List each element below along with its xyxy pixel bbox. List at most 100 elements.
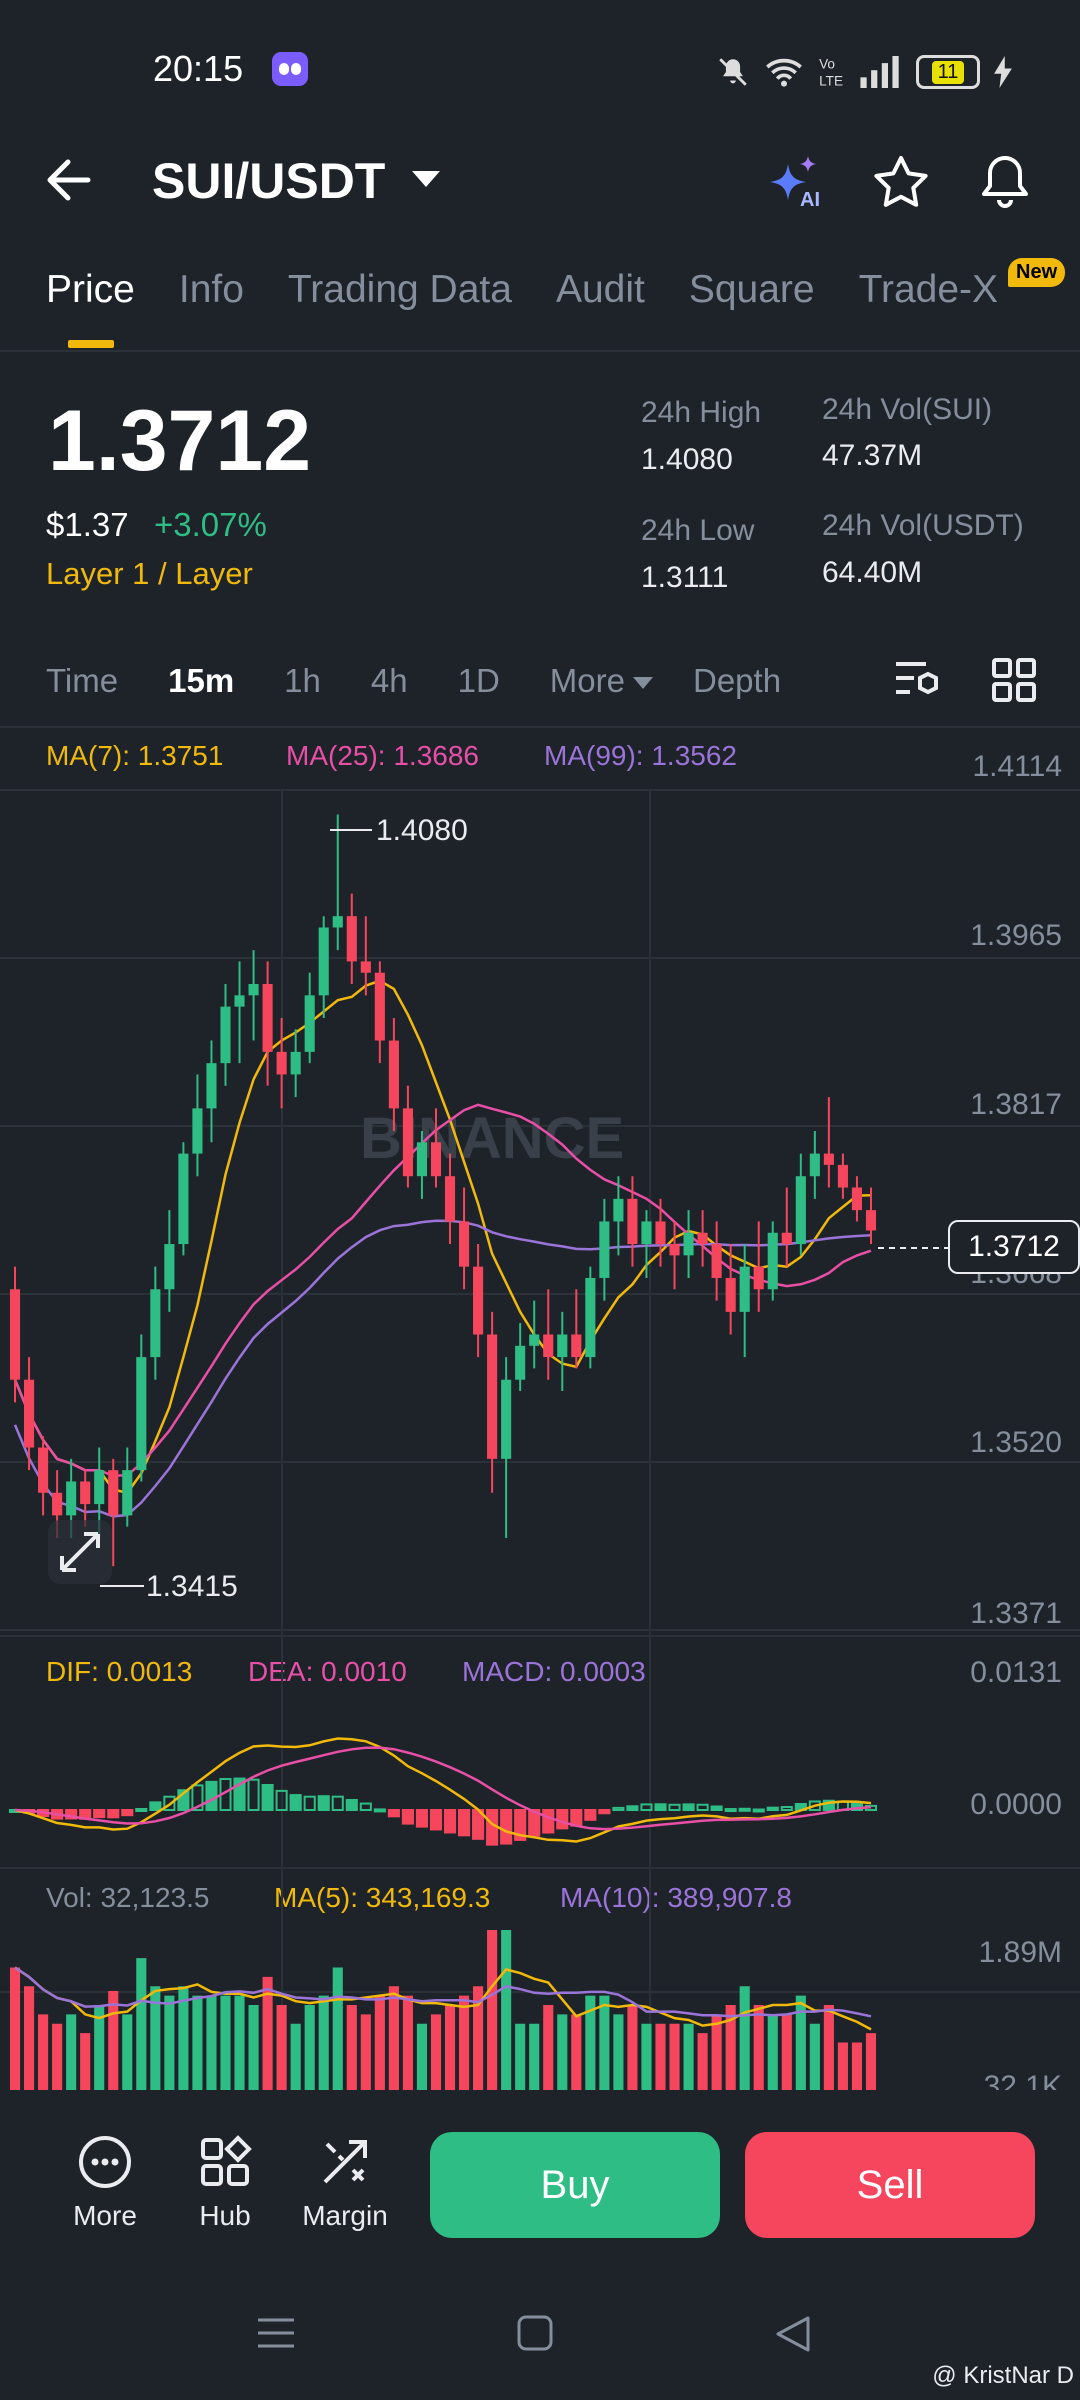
candle-body (66, 1481, 77, 1516)
favorite-star-icon[interactable] (868, 150, 934, 216)
tf-1h[interactable]: 1h (284, 662, 321, 699)
candles (9, 814, 877, 1567)
volume-bar (262, 1976, 273, 2100)
dif-line (14, 1737, 872, 1843)
nav-back-icon[interactable] (774, 2314, 812, 2354)
volume-bar (304, 2005, 315, 2100)
volume-readout: Vol: 32,123.5 (46, 1882, 210, 1913)
volume-bar (823, 2005, 834, 2100)
margin-button[interactable]: Margin (290, 2134, 400, 2232)
axis-tick: 1.3520 (970, 1426, 1062, 1459)
volume-bar (108, 1990, 119, 2100)
price-chart[interactable]: BINANCE 1.4114 1.3965 1.3817 1.3668 1.35… (0, 730, 1080, 2100)
back-arrow-icon[interactable] (40, 150, 110, 210)
candle-body (487, 1334, 498, 1459)
macd-bar (373, 1808, 386, 1813)
macd-bar (415, 1809, 429, 1828)
app-notification-icon (272, 52, 308, 86)
candle-body (571, 1334, 582, 1358)
volume-bar (430, 2014, 442, 2100)
category-link[interactable]: Layer 1 / Layer (46, 556, 253, 591)
volume-bar (80, 2033, 91, 2100)
volume-bar (136, 1958, 147, 2100)
tab-info[interactable]: Info (178, 268, 244, 311)
candle-body (122, 1470, 133, 1516)
candle-body (473, 1266, 484, 1335)
macd-bar (598, 1809, 611, 1815)
volume-bar (360, 2014, 371, 2100)
tf-1d[interactable]: 1D (457, 662, 500, 699)
volume-bar (192, 1995, 203, 2100)
candle-body (557, 1334, 568, 1358)
tf-4h[interactable]: 4h (370, 662, 408, 699)
high-marker: 1.4080 (330, 814, 468, 847)
last-price: 1.3712 (48, 393, 312, 489)
volume-bar (837, 2042, 848, 2100)
chart-settings-icon[interactable] (892, 656, 944, 704)
macd-bar (500, 1809, 513, 1845)
tab-audit[interactable]: Audit (555, 268, 645, 311)
candle-body (318, 927, 329, 996)
macd-bar (766, 1806, 779, 1811)
candle-body (599, 1221, 610, 1278)
macd-panel (8, 1737, 878, 1846)
candle-body (444, 1176, 456, 1222)
vol-usdt-value: 64.40M (822, 556, 923, 589)
candle-body (164, 1244, 175, 1290)
candle-body (809, 1153, 820, 1177)
volume-bar (683, 2023, 694, 2100)
macd-bar (752, 1808, 765, 1813)
price-change-percent: +3.07% (154, 506, 267, 543)
axis-tick: 1.3371 (970, 1597, 1062, 1630)
nav-recents-icon[interactable] (256, 2314, 296, 2352)
tf-depth[interactable]: Depth (692, 662, 782, 699)
macd-bar (177, 1789, 190, 1812)
tf-15m[interactable]: 15m (168, 662, 235, 699)
vol-ma10-line (14, 1966, 872, 2018)
tf-time[interactable]: Time (46, 662, 119, 699)
candle-body (388, 1040, 399, 1109)
macd-bar (584, 1809, 597, 1821)
hub-button[interactable]: Hub (170, 2134, 280, 2232)
expand-chart-icon[interactable] (48, 1520, 112, 1584)
more-button[interactable]: More (50, 2134, 160, 2232)
volume-bar (23, 1986, 35, 2100)
candle-body (641, 1221, 652, 1245)
macd-bar (710, 1805, 723, 1812)
volume-panel (9, 1930, 877, 2100)
volume-bar (318, 1995, 329, 2100)
macd-bar (640, 1803, 653, 1812)
volume-bar (487, 1930, 498, 2100)
volume-bar (781, 2014, 792, 2100)
tab-price[interactable]: Price (46, 268, 135, 311)
candle-body (458, 1221, 470, 1267)
nav-home-icon[interactable] (516, 2314, 554, 2352)
volume-bar (290, 2023, 301, 2100)
tab-trading-data[interactable]: Trading Data (287, 268, 512, 311)
timeframe-row: Time 15m 1h 4h 1D More Depth (46, 662, 831, 700)
volume-bar (66, 2014, 77, 2100)
candle-body (585, 1277, 596, 1358)
pair-dropdown-icon[interactable] (412, 171, 440, 187)
high-value: 1.4080 (641, 443, 733, 476)
candle-body (248, 984, 259, 996)
layout-grid-icon[interactable] (990, 656, 1038, 704)
candle-body (108, 1470, 119, 1516)
battery-icon: 11 (916, 55, 980, 89)
volume-bar (851, 2042, 863, 2100)
pair-title[interactable]: SUI/USDT (152, 153, 386, 209)
ai-sparkle-icon[interactable]: AI (764, 150, 830, 216)
buy-button[interactable]: Buy (430, 2132, 720, 2238)
candle-body (627, 1198, 638, 1245)
candle-body (430, 1142, 442, 1177)
battery-level: 11 (931, 60, 965, 84)
tab-trade-x[interactable]: Trade-X (858, 268, 999, 311)
sell-button[interactable]: Sell (745, 2132, 1035, 2238)
tf-more[interactable]: More (550, 662, 653, 700)
candle-body (192, 1108, 203, 1154)
tab-square[interactable]: Square (688, 268, 815, 311)
macd-bar (93, 1809, 106, 1819)
candle-body (515, 1345, 526, 1380)
candle-body (697, 1232, 708, 1245)
bell-alert-icon[interactable] (972, 150, 1038, 216)
